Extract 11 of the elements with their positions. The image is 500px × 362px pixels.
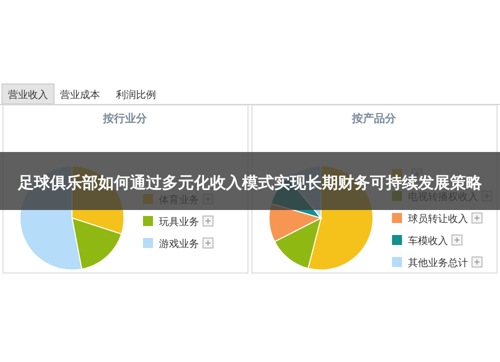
legend-label: 玩具业务 — [159, 216, 199, 228]
text: 利润比例 — [116, 89, 156, 101]
text: 营业收入 — [8, 89, 48, 101]
legend-label: 球员转让收入 — [408, 213, 468, 225]
legend-label: 游戏业务 — [159, 238, 199, 250]
text: 足球俱乐部如何通过多元化收入模式实现长期财务可持续发展策略 — [17, 173, 483, 192]
text: 营业成本 — [60, 89, 100, 101]
chart-title: 按行业分 — [102, 112, 148, 125]
legend-label: 车模收入 — [408, 235, 448, 247]
legend-label: 其他业务总计 — [408, 257, 468, 269]
text: 按产品分 — [351, 112, 397, 125]
